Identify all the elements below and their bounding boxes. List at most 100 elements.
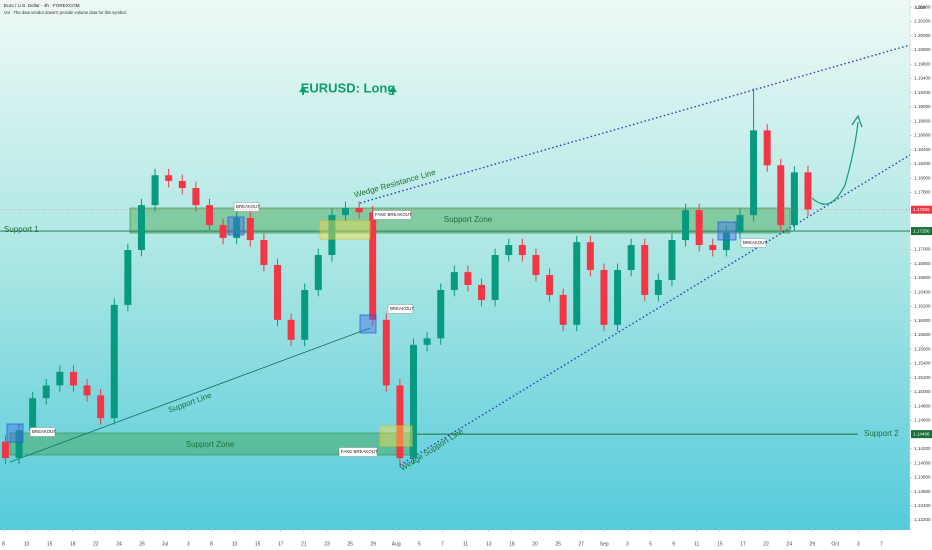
candle-body — [124, 250, 132, 305]
candle-body — [328, 215, 336, 256]
candle-body — [273, 265, 281, 320]
plot-background — [0, 0, 910, 530]
x-tick-label: 26 — [139, 541, 145, 547]
breakout-label: BREAKOUT — [743, 240, 767, 245]
tag-box — [740, 238, 767, 248]
x-tick-label: Oct — [831, 541, 839, 547]
x-tick-label: 11 — [463, 541, 468, 547]
tag-box — [29, 427, 56, 437]
tag-box — [372, 210, 412, 220]
candle-body — [110, 304, 118, 419]
x-tick-label: 21 — [301, 541, 307, 547]
candle-body — [314, 255, 322, 290]
candle-body — [750, 130, 758, 216]
support-2-label: Support 2 — [864, 429, 899, 438]
y-tick-label: 1.13200 — [914, 517, 931, 522]
candle-body — [301, 289, 309, 340]
x-tick-label: 23 — [324, 541, 330, 547]
x-tick-label: 3 — [857, 541, 860, 547]
x-tick-label: Aug — [392, 541, 401, 547]
candle-body — [546, 274, 554, 295]
support-line — [9, 327, 371, 463]
candle-body — [382, 319, 390, 386]
candle-body — [600, 269, 608, 325]
candle-body — [423, 338, 431, 345]
breakout-label: FAKE BREAKOUT — [341, 449, 378, 454]
candle-body — [437, 289, 445, 339]
x-tick-label: 25 — [555, 541, 561, 547]
x-tick-label: 15 — [47, 541, 53, 547]
candle-body — [178, 180, 186, 189]
candle-body — [532, 255, 540, 275]
y-tick-label: 1.15000 — [914, 389, 931, 394]
y-tick-label: 1.18800 — [914, 118, 931, 123]
candle-body — [233, 217, 241, 238]
x-tick-label: 10 — [232, 541, 238, 547]
candle-body — [641, 245, 649, 295]
y-tick-label: 1.16800 — [914, 261, 931, 266]
x-tick-label: 18 — [70, 541, 76, 547]
y-tick-label: 1.14200 — [914, 446, 931, 451]
breakout-box — [227, 216, 245, 236]
candle-body — [450, 272, 458, 290]
breakout-label: BREAKOUT — [236, 204, 260, 209]
breakout-label: FAKE BREAKOUT — [375, 212, 412, 217]
volume-note: Vol · The data vendor doesn't provide vo… — [4, 10, 127, 15]
axes: 1.13200 1.13400 1.13600 1.13800 1.14000 1.142… — [0, 4, 932, 547]
x-tick-label: 25 — [347, 541, 353, 547]
breakout-label: BREAKOUT — [390, 306, 414, 311]
candle-body — [15, 430, 23, 459]
candle-body — [682, 210, 690, 241]
candle-body — [736, 215, 744, 233]
y-tick-label: 1.15800 — [914, 332, 931, 337]
candle-body — [192, 188, 200, 206]
candle-body — [1, 441, 9, 459]
tag-box — [338, 447, 378, 457]
candle-body — [29, 398, 37, 431]
candle-body — [83, 385, 91, 396]
candle-body — [763, 130, 771, 166]
y-tick-label: 1.19000 — [914, 104, 931, 109]
x-tick-label: 29 — [810, 541, 816, 547]
y-tick-label: 1.14600 — [914, 418, 931, 423]
x-tick-label: 15 — [255, 541, 261, 547]
x-tick-label: 7 — [880, 541, 883, 547]
y-tick-label: 1.18600 — [914, 133, 931, 138]
x-tick-label: 24 — [116, 541, 122, 547]
x-tick-label: 13 — [486, 541, 492, 547]
candle-body — [396, 385, 404, 459]
fake-breakout-box — [319, 220, 371, 240]
candle-body — [205, 205, 213, 226]
x-tick-label: 8 — [2, 541, 5, 547]
y-tick-label: 1.19800 — [914, 47, 931, 52]
fake-breakout-box — [379, 425, 413, 447]
y-tick-label: 1.16600 — [914, 275, 931, 280]
symbol-title: Euro / U.S. Dollar · 4h · FOREXCOM — [4, 3, 80, 8]
y-tick-label: 1.20000 — [914, 33, 931, 38]
candle-body — [573, 242, 581, 325]
y-tick-label: 1.18400 — [914, 147, 931, 152]
x-tick-label: 7 — [441, 541, 444, 547]
candle-body — [287, 319, 295, 340]
y-tick-label: 1.20400 — [914, 4, 931, 9]
y-tick-label: 1.18000 — [914, 175, 931, 180]
x-tick-label: 3 — [626, 541, 629, 547]
candle-body — [586, 242, 594, 270]
price-tag — [911, 227, 932, 236]
y-tick-label: 1.13800 — [914, 475, 931, 480]
candle-body — [709, 245, 717, 251]
y-tick-label: 1.13400 — [914, 503, 931, 508]
candle-body — [260, 240, 268, 265]
price-tag-label: 1.14406 — [913, 431, 930, 436]
price-tag-label: 1.17556 — [913, 207, 930, 212]
candle-body — [369, 212, 377, 320]
candle-body — [559, 294, 567, 325]
candle-body — [410, 344, 418, 459]
y-tick-label: 1.19600 — [914, 61, 931, 66]
zone-label: Support Zone — [444, 215, 493, 224]
candle-body — [790, 172, 798, 226]
projection-arrowhead — [851, 114, 863, 128]
y-tick-label: 1.14800 — [914, 403, 931, 408]
y-tick-label: 1.18200 — [914, 161, 931, 166]
breakout-box — [717, 221, 737, 241]
